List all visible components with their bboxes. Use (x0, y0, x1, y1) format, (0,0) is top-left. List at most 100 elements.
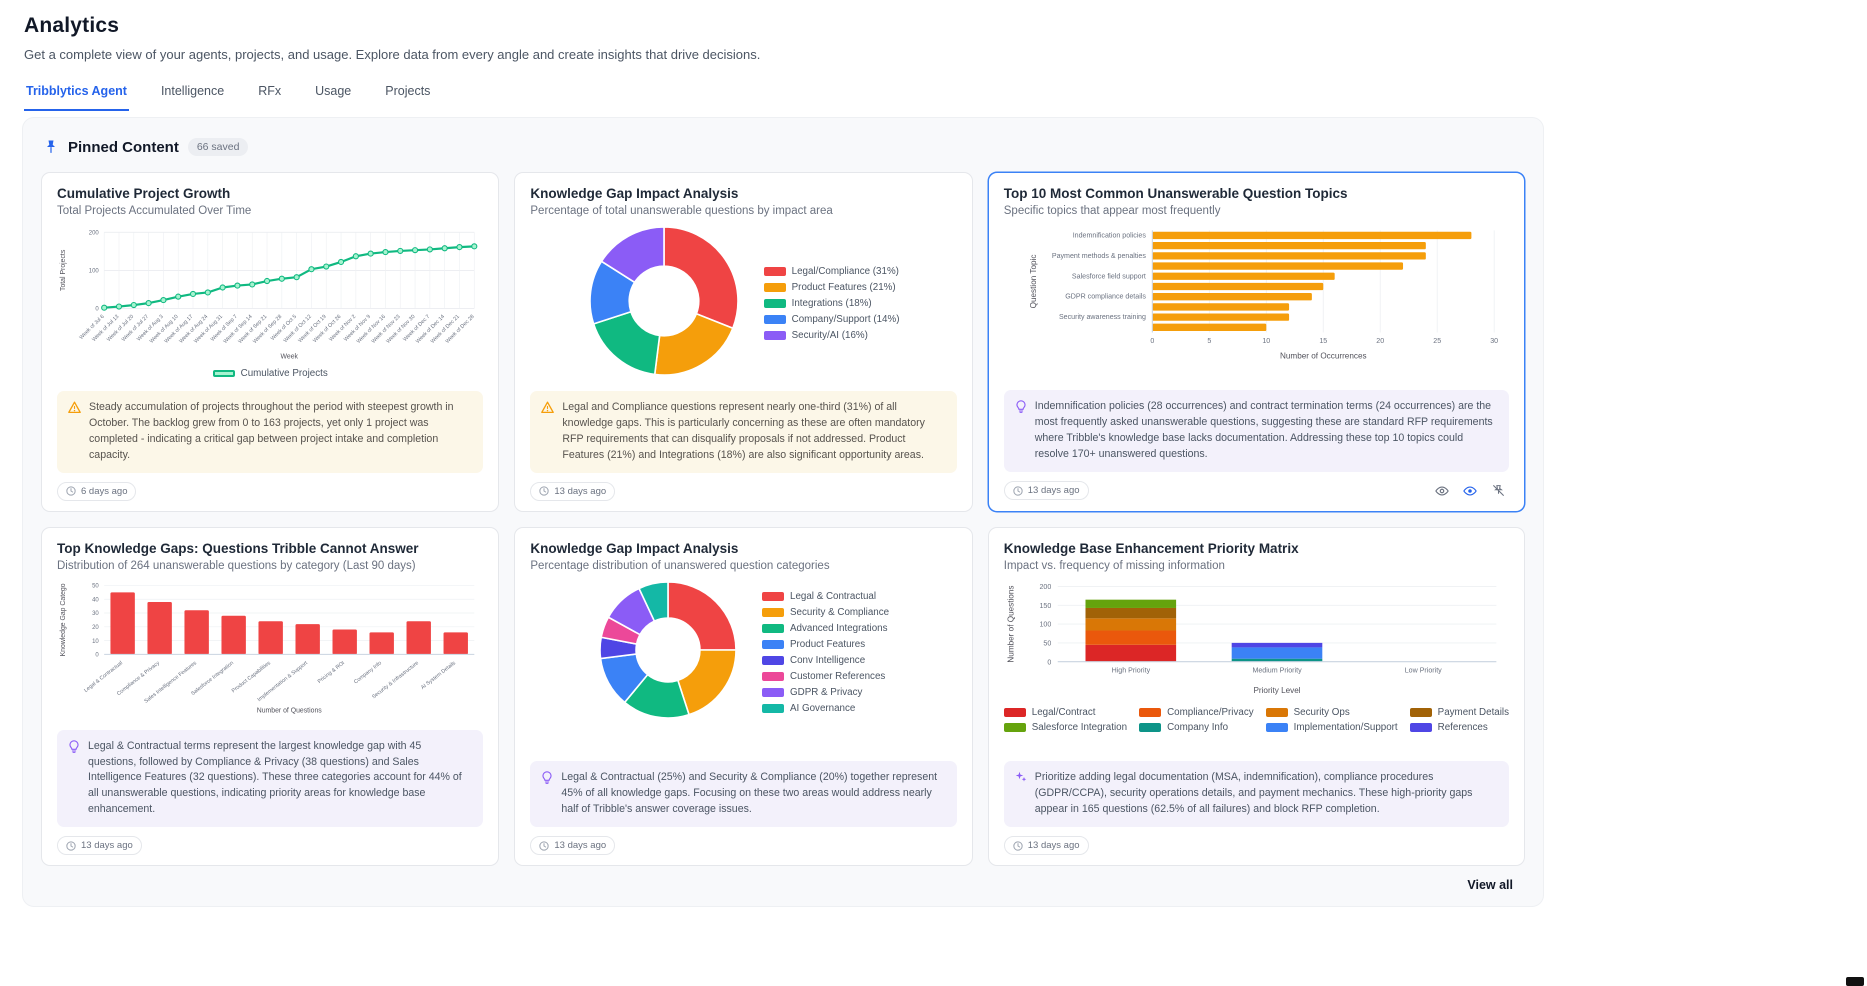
donut-chart-row: Legal/Compliance (31%) Product Features (… (530, 225, 956, 382)
card-actions (1431, 481, 1509, 501)
tab-usage[interactable]: Usage (315, 84, 352, 98)
age-text: 13 days ago (554, 840, 607, 852)
insight-text: Indemnification policies (28 occurrences… (1034, 400, 1493, 460)
legend-item: References (1409, 722, 1509, 733)
clock-icon (1013, 840, 1023, 851)
legend-item: Security & Compliance (762, 607, 889, 618)
unpin-button[interactable] (1487, 481, 1509, 501)
insight-box: Indemnification policies (28 occurrences… (1003, 390, 1509, 472)
line-chart-legend: Cumulative Projects (57, 368, 483, 379)
svg-text:5: 5 (1207, 337, 1211, 345)
card-title: Top Knowledge Gaps: Questions Tribble Ca… (57, 540, 419, 556)
svg-text:20: 20 (92, 625, 99, 631)
knowledge-gaps-bar-chart: 0 10 20 30 40 50 Legal & Contractual Compliance… (57, 580, 483, 721)
insight-text: Legal & Contractual (25%) and Security &… (561, 771, 938, 816)
legend-item: Integrations (18%) (763, 298, 900, 309)
age-badge: 13 days ago (530, 481, 616, 501)
legend-item: Compliance/Privacy (1139, 707, 1254, 718)
svg-text:0: 0 (95, 307, 99, 313)
svg-text:200: 200 (89, 230, 100, 236)
tab-bar: Tribblytics Agent Intelligence RFx Usage… (24, 84, 1843, 111)
svg-text:10: 10 (92, 638, 99, 644)
svg-text:10: 10 (1262, 337, 1270, 345)
scrollbar-corner[interactable] (1846, 977, 1864, 986)
tab-intelligence[interactable]: Intelligence (160, 84, 225, 98)
card-knowledge-gap-impact-analysis-2[interactable]: Knowledge Gap Impact Analysis Percentage… (514, 526, 973, 867)
svg-text:Legal & Contractual: Legal & Contractual (83, 660, 124, 694)
card-subtitle: Impact vs. frequency of missing informat… (1003, 559, 1225, 572)
svg-text:Company Info: Company Info (353, 660, 383, 685)
svg-text:Number of Occurrences: Number of Occurrences (1280, 351, 1367, 360)
card-top-10-unanswerable-topics[interactable]: Top 10 Most Common Unanswerable Question… (987, 172, 1525, 512)
lightbulb-icon (541, 771, 553, 785)
saved-count-badge: 66 saved (187, 138, 249, 156)
insight-text: Prioritize adding legal documentation (M… (1034, 771, 1473, 816)
category-donut-chart (598, 580, 738, 725)
tab-rfx[interactable]: RFx (258, 84, 282, 98)
svg-text:Number of Questions: Number of Questions (257, 707, 323, 714)
card-subtitle: Percentage distribution of unanswered qu… (530, 559, 830, 572)
insight-box: Legal & Contractual (25%) and Security &… (530, 761, 957, 828)
card-footer: 13 days ago (1003, 836, 1509, 856)
view-insight-eye-button[interactable] (1459, 481, 1481, 501)
legend-item: Product Features (762, 639, 889, 650)
card-footer: 13 days ago (57, 836, 483, 856)
svg-text:Knowledge Gap Catego: Knowledge Gap Catego (60, 583, 67, 656)
card-title: Knowledge Gap Impact Analysis (530, 540, 739, 556)
donut-chart-row: Legal & Contractual Security & Compliance… (530, 580, 956, 725)
svg-text:30: 30 (92, 611, 99, 617)
card-grid: Cumulative Project Growth Total Projects… (41, 172, 1525, 867)
legend-item: Security Ops (1265, 707, 1398, 718)
legend-item: Salesforce Integration (1003, 722, 1127, 733)
card-subtitle: Distribution of 264 unanswerable questio… (57, 559, 416, 572)
clock-icon (539, 486, 550, 496)
svg-text:0: 0 (1047, 658, 1051, 666)
card-priority-matrix[interactable]: Knowledge Base Enhancement Priority Matr… (987, 526, 1525, 867)
clock-icon (1013, 485, 1023, 496)
warning-icon (68, 401, 81, 414)
card-knowledge-gap-impact-analysis-1[interactable]: Knowledge Gap Impact Analysis Percentage… (514, 172, 973, 512)
cumulative-projects-line-chart: 0 100 200 Week of Jul 6 Week of Jul 13 Week o… (57, 225, 483, 366)
view-all-link[interactable]: View all (1467, 878, 1513, 893)
svg-text:Week: Week (281, 353, 299, 360)
legend-item: Cumulative Projects (212, 368, 328, 379)
pin-icon (43, 139, 59, 155)
clock-icon (66, 486, 76, 496)
svg-text:GDPR compliance details: GDPR compliance details (1065, 293, 1146, 301)
svg-text:Priority Level: Priority Level (1253, 685, 1300, 694)
svg-text:Product Capabilities: Product Capabilities (231, 660, 272, 694)
insight-box: Legal and Compliance questions represent… (530, 391, 957, 473)
lightbulb-icon (68, 739, 80, 753)
svg-text:20: 20 (1376, 337, 1384, 345)
legend-item: Company/Support (14%) (763, 314, 899, 325)
tab-tribblytics-agent[interactable]: Tribblytics Agent (24, 84, 129, 111)
card-subtitle: Specific topics that appear most frequen… (1003, 205, 1221, 217)
age-badge: 13 days ago (1003, 836, 1089, 856)
svg-text:Salesforce Integration: Salesforce Integration (190, 660, 235, 697)
pinned-content-panel: Pinned Content 66 saved Cumulative Proje… (22, 117, 1544, 908)
tab-projects[interactable]: Projects (385, 84, 431, 98)
view-eye-button[interactable] (1431, 481, 1453, 501)
page-subtitle: Get a complete view of your agents, proj… (24, 47, 761, 62)
age-text: 13 days ago (554, 485, 607, 497)
svg-text:100: 100 (1039, 620, 1051, 628)
insight-text: Legal & Contractual terms represent the … (88, 739, 462, 816)
svg-text:Salesforce field support: Salesforce field support (1072, 272, 1146, 280)
legend-item: Legal & Contractual (762, 591, 889, 602)
card-cumulative-project-growth[interactable]: Cumulative Project Growth Total Projects… (41, 172, 500, 512)
age-badge: 13 days ago (1003, 481, 1089, 501)
age-badge: 13 days ago (530, 836, 616, 856)
card-top-knowledge-gaps[interactable]: Top Knowledge Gaps: Questions Tribble Ca… (41, 526, 500, 867)
svg-text:150: 150 (1039, 601, 1051, 609)
card-footer: 13 days ago (530, 481, 956, 501)
legend-item: Conv Intelligence (762, 655, 889, 666)
card-subtitle: Total Projects Accumulated Over Time (57, 205, 252, 217)
card-footer: 13 days ago (530, 836, 956, 856)
svg-text:40: 40 (92, 597, 99, 603)
svg-text:Security awareness training: Security awareness training (1059, 313, 1146, 321)
svg-text:15: 15 (1319, 337, 1327, 345)
legend-item: Advanced Integrations (762, 623, 889, 634)
legend-item: Product Features (21%) (763, 282, 900, 293)
stacked-chart-legend: Legal/Contract Compliance/Privacy Security… (1003, 707, 1509, 733)
